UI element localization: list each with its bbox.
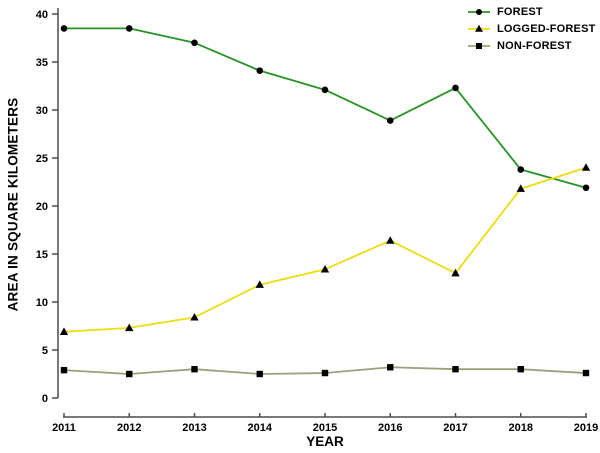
- data-point-circle: [582, 184, 590, 192]
- data-point-triangle: [320, 264, 330, 273]
- legend-circle-marker-icon: [468, 8, 490, 15]
- y-tick-label: 20: [36, 201, 48, 213]
- data-point-square: [517, 366, 524, 373]
- data-point-circle: [321, 86, 329, 94]
- legend-label: LOGGED-FOREST: [497, 22, 596, 35]
- y-axis-title: AREA IN SQUARE KILOMETERS: [5, 97, 21, 312]
- y-tick-label: 40: [36, 9, 48, 21]
- data-point-triangle: [516, 184, 525, 192]
- data-point-square: [191, 366, 198, 373]
- data-point-circle: [386, 117, 394, 124]
- legend-item-logged-forest: LOGGED-FOREST: [468, 22, 596, 35]
- legend-label: NON-FOREST: [497, 39, 572, 52]
- legend-item-forest: FOREST: [468, 5, 596, 18]
- data-point-triangle: [451, 268, 460, 277]
- legend-label: FOREST: [497, 5, 543, 18]
- data-point-triangle: [190, 312, 199, 321]
- data-point-square: [126, 370, 133, 378]
- x-tick-label: 2017: [443, 422, 467, 434]
- legend-square-marker-icon: [468, 42, 490, 49]
- data-point-square: [60, 366, 68, 374]
- data-point-square: [452, 366, 459, 373]
- legend: FOREST LOGGED-FOREST NON-FOREST: [468, 5, 596, 52]
- data-point-circle: [191, 39, 198, 47]
- y-tick-label: 10: [36, 297, 48, 309]
- data-point-triangle: [581, 163, 591, 171]
- x-tick-label: 2018: [509, 422, 533, 434]
- y-tick-label: 30: [36, 105, 48, 117]
- y-tick-label: 5: [42, 345, 48, 357]
- legend-item-non-forest: NON-FOREST: [468, 39, 596, 52]
- x-axis-title: YEAR: [306, 434, 344, 449]
- data-point-square: [387, 364, 394, 371]
- data-point-triangle: [59, 327, 69, 335]
- y-tick-label: 15: [36, 249, 48, 261]
- data-point-triangle: [125, 323, 134, 332]
- series-line-logged-forest: [63, 166, 587, 333]
- data-point-circle: [60, 25, 68, 32]
- x-tick-label: 2013: [182, 422, 206, 434]
- x-tick-label: 2012: [117, 422, 141, 434]
- x-tick-label: 2014: [248, 422, 273, 434]
- x-tick-label: 2011: [52, 422, 76, 434]
- y-tick-label: 35: [36, 57, 48, 69]
- data-point-triangle: [386, 236, 395, 244]
- data-point-circle: [452, 84, 459, 92]
- series-line-forest: [63, 27, 587, 189]
- x-tick-label: 2016: [378, 422, 402, 434]
- x-tick-label: 2015: [313, 422, 337, 434]
- data-point-circle: [256, 67, 264, 74]
- y-tick-label: 25: [36, 153, 48, 165]
- data-point-triangle: [255, 280, 264, 288]
- x-tick-label: 2019: [574, 422, 598, 434]
- y-tick-label: 0: [42, 393, 48, 405]
- data-point-circle: [125, 25, 133, 32]
- data-point-circle: [517, 166, 525, 173]
- data-point-square: [256, 370, 263, 378]
- legend-triangle-marker-icon: [468, 24, 490, 32]
- data-point-square: [321, 369, 329, 377]
- data-point-square: [582, 369, 590, 377]
